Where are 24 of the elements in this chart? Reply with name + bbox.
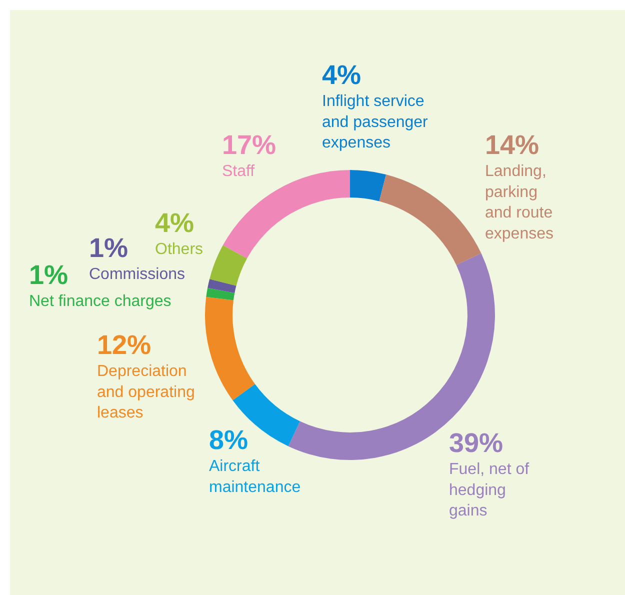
data-label: 4% <box>155 208 194 238</box>
slice-label: Commissions <box>89 266 186 283</box>
slice-label: Inflight service and passenger expenses <box>322 93 429 152</box>
slice-label: Aircraft maintenance <box>209 458 301 496</box>
data-label: 8% <box>209 425 248 455</box>
data-label: 12% <box>97 330 152 360</box>
slice-label: Net finance charges <box>29 293 172 310</box>
data-label: 4% <box>322 60 362 90</box>
donut-slice <box>206 288 235 300</box>
data-label: 1% <box>89 233 128 263</box>
slice-label: Staff <box>222 163 256 180</box>
data-label: 39% <box>449 428 504 458</box>
data-label: 17% <box>222 130 276 160</box>
donut-slice <box>379 174 482 265</box>
slice-label: Fuel, net of hedging gains <box>449 461 530 520</box>
slice-label: Others <box>155 241 204 258</box>
donut-slice <box>205 296 255 400</box>
data-label: 1% <box>29 260 68 290</box>
donut-slice <box>350 170 386 202</box>
data-label: 14% <box>485 130 540 160</box>
slice-label: Landing, parking and route expenses <box>485 163 554 242</box>
donut-slice <box>208 278 236 293</box>
donut-slice <box>210 245 248 286</box>
slice-label: Depreciation and operating leases <box>97 363 195 422</box>
